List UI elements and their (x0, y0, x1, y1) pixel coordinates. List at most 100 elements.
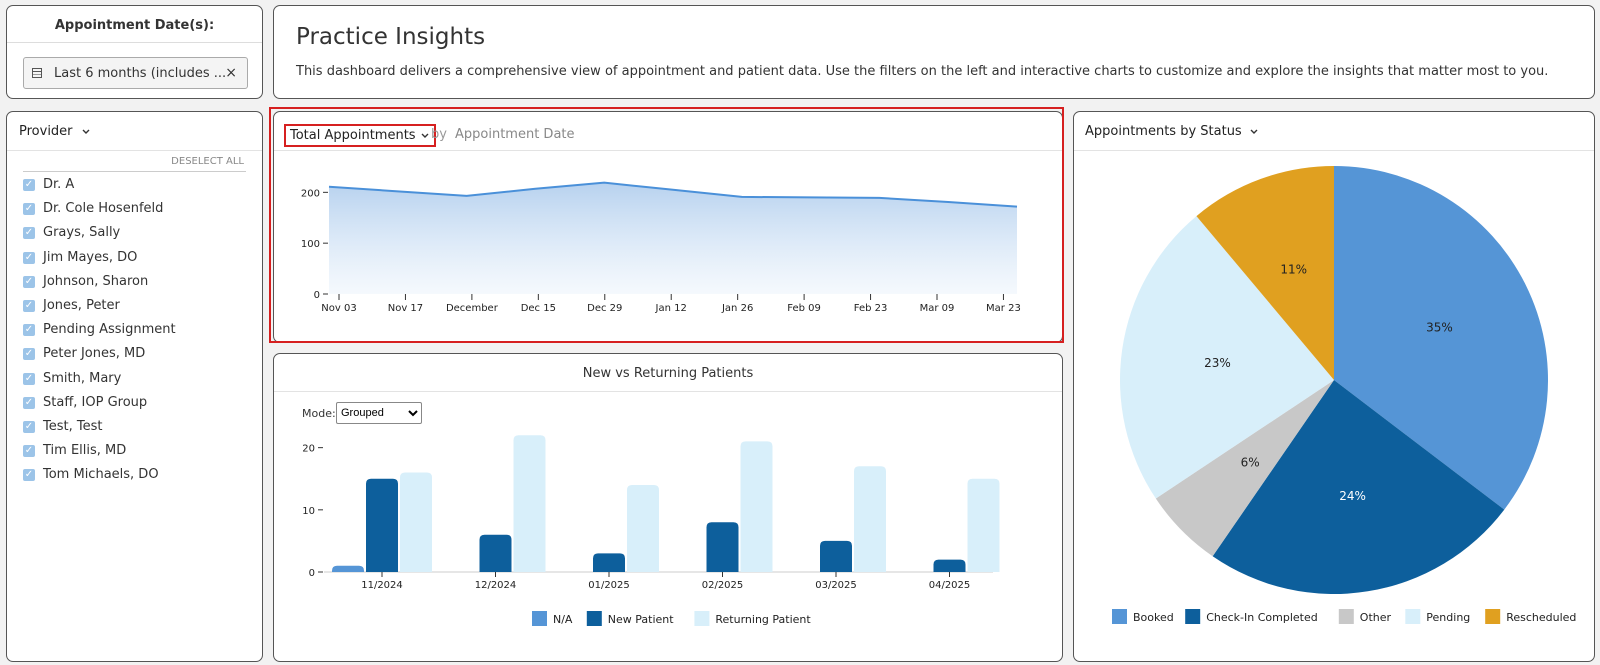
legend-swatch (1338, 609, 1354, 624)
total-appointments-chart: 0 100 200 Nov 03 Nov 17 December Dec 15 Dec 29 J… (301, 181, 1021, 314)
provider-item-label: Dr. A (43, 177, 75, 192)
bar[interactable] (400, 472, 432, 572)
legend-swatch (1405, 609, 1421, 624)
bar[interactable] (332, 565, 364, 572)
page-description: This dashboard delivers a comprehensive … (296, 64, 1549, 79)
provider-item-label: Staff, IOP Group (43, 394, 148, 410)
legend-swatch (532, 611, 547, 626)
bar[interactable] (513, 435, 546, 572)
checkbox-icon[interactable]: ✓ (23, 203, 35, 216)
pie-slice-label: 23% (1204, 356, 1231, 370)
provider-item-label: Dr. Cole Hosenfeld (43, 201, 164, 217)
x-tick-label: Feb 23 (854, 303, 888, 314)
chevron-down-icon (1250, 129, 1258, 134)
pie-slice-label: 24% (1339, 489, 1366, 503)
x-tick-label: 04/2025 (929, 580, 971, 591)
legend-swatch (1485, 609, 1501, 624)
deselect-all-button[interactable]: DESELECT ALL (171, 156, 244, 167)
checkbox-icon[interactable]: ✓ (23, 421, 35, 433)
bar[interactable] (627, 484, 659, 572)
checkbox-icon[interactable]: ✓ (23, 227, 35, 240)
legend-label: New Patient (608, 613, 674, 626)
bar[interactable] (854, 466, 886, 572)
y-tick-label: 0 (309, 568, 315, 579)
checkbox-icon[interactable]: ✓ (23, 324, 35, 337)
legend-label: Pending (1426, 611, 1470, 624)
bar[interactable] (479, 534, 512, 572)
provider-item-label: Jones, Peter (43, 298, 120, 313)
divider (7, 42, 262, 43)
pie-slice-label: 11% (1280, 262, 1307, 276)
pie-slice[interactable] (1334, 166, 1548, 510)
mode-select[interactable]: Grouped (336, 402, 422, 424)
x-tick-label: 12/2024 (475, 580, 517, 591)
checkbox-icon[interactable]: ✓ (23, 275, 35, 288)
pie-slice[interactable] (1120, 216, 1334, 499)
provider-item-label: Tom Michaels, DO (43, 467, 159, 483)
x-tick-label: Jan 26 (721, 303, 753, 314)
bar[interactable] (967, 478, 1000, 572)
date-filter-panel: Appointment Date(s): Last 6 months (incl… (6, 5, 263, 99)
bar[interactable] (706, 522, 739, 572)
checkbox-icon[interactable]: ✓ (23, 251, 35, 264)
new-vs-returning-panel: New vs Returning Patients Mode: Grouped … (273, 353, 1063, 662)
checkbox-icon[interactable]: ✓ (23, 300, 35, 312)
divider (1074, 150, 1594, 151)
x-tick-label: Dec 29 (587, 303, 622, 314)
total-appointments-panel: Total Appointments by Appointment Date 0… (273, 111, 1063, 343)
checkbox-icon[interactable]: ✓ (23, 469, 35, 482)
checkbox-icon[interactable]: ✓ (23, 179, 35, 191)
checkbox-icon[interactable]: ✓ (23, 445, 35, 458)
new-vs-returning-chart: 0 10 20 11/2024 12/2024 01/2025 02/2025 03/2025… (302, 435, 1000, 626)
bar[interactable] (366, 478, 398, 572)
status-dropdown[interactable]: Appointments by Status (1085, 124, 1259, 139)
appointments-by-status-chart: 35% 24% 6% 23% 11% Booked Check-In Completed Ot… (1112, 166, 1576, 624)
legend-label: Booked (1133, 611, 1174, 624)
date-range-value: Last 6 months (includes ... (54, 66, 227, 81)
provider-item-label: Test, Test (43, 419, 103, 434)
status-chart-title: Appointments by Status (1085, 124, 1242, 139)
pie-slice[interactable] (1212, 380, 1505, 594)
y-tick-label: 20 (302, 444, 315, 455)
y-tick-label: 200 (301, 188, 320, 199)
divider (7, 150, 262, 151)
pie-slice[interactable] (1155, 380, 1334, 557)
bar[interactable] (933, 559, 966, 572)
y-tick-label: 100 (301, 239, 320, 250)
clear-date-icon[interactable]: × (225, 65, 237, 81)
x-tick-label: Mar 09 (920, 303, 955, 314)
legend-label: N/A (553, 613, 573, 626)
provider-item-label: Johnson, Sharon (43, 273, 149, 289)
pie-slice[interactable] (1196, 166, 1334, 380)
provider-label: Provider (19, 124, 73, 139)
checkbox-icon[interactable]: ✓ (23, 396, 35, 409)
checkbox-icon[interactable]: ✓ (23, 372, 35, 385)
provider-item-label: Pending Assignment (43, 322, 176, 338)
bar[interactable] (740, 441, 773, 572)
metric-dropdown[interactable]: Total Appointments (284, 124, 436, 147)
checkbox-icon[interactable]: ✓ (23, 348, 35, 361)
provider-item-label: Tim Ellis, MD (43, 443, 127, 459)
chevron-down-icon (421, 133, 429, 138)
provider-item-label: Grays, Sally (43, 225, 121, 241)
calendar-icon (32, 68, 42, 78)
date-filter-label: Appointment Date(s): (54, 18, 215, 33)
legend-label: Other (1360, 611, 1392, 624)
x-tick-label: 03/2025 (815, 580, 857, 591)
pie-slice-label: 6% (1241, 456, 1260, 470)
legend-swatch (1185, 609, 1201, 624)
provider-item-label: Smith, Mary (43, 370, 122, 386)
x-tick-label: Jan 12 (655, 303, 687, 314)
metric-label: Total Appointments (290, 128, 416, 143)
bar[interactable] (820, 540, 852, 572)
legend-label: Check-In Completed (1206, 611, 1318, 624)
provider-filter-panel: Provider DESELECT ALL ✓ Dr. A ✓ Dr. Cole Ho… (6, 111, 263, 662)
legend-label: Returning Patient (715, 613, 811, 626)
date-range-chip[interactable]: Last 6 months (includes ... × (23, 57, 248, 89)
x-tick-label: Feb 09 (787, 303, 821, 314)
provider-dropdown[interactable]: Provider (19, 124, 91, 139)
dimension-label[interactable]: Appointment Date (455, 127, 575, 142)
legend-swatch (586, 611, 602, 626)
pie-slice-label: 35% (1426, 321, 1453, 335)
bar[interactable] (593, 553, 625, 572)
